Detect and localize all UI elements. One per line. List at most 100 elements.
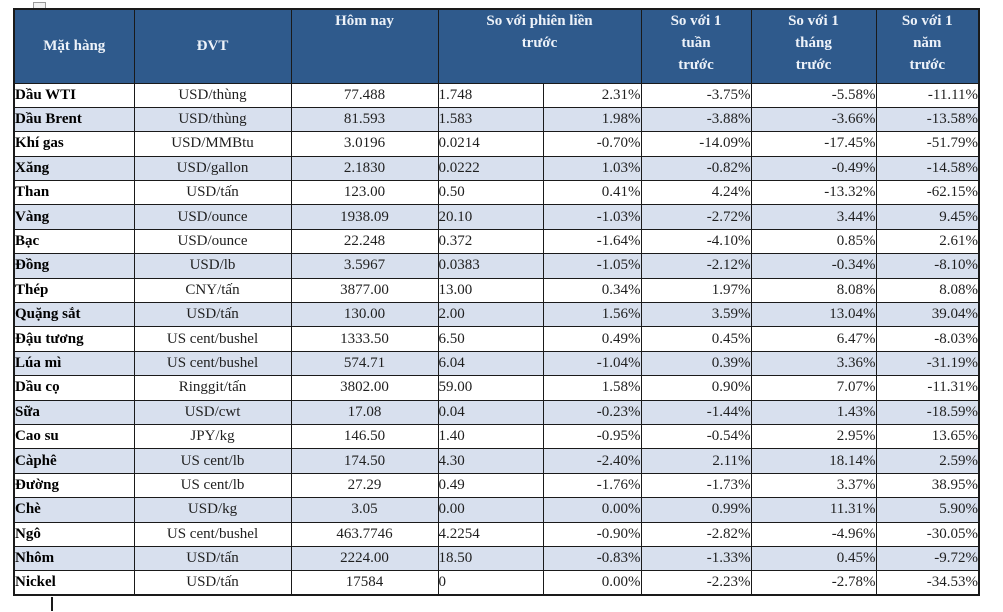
cell-today-price: 174.50 [290,448,439,474]
cell-week-change-pct: 0.45% [640,326,752,352]
table-row: Vàng USD/ounce 1938.09 20.10 -1.03% -2.7… [13,204,980,230]
cell-month-change-pct: -0.49% [750,155,877,182]
cell-year-change-pct: -34.53% [875,570,980,596]
cell-month-change-pct: 3.36% [750,350,877,377]
cell-unit: USD/cwt [133,399,292,425]
cell-month-change-pct: 3.37% [750,472,877,499]
table-row: Đậu tương US cent/bushel 1333.50 6.50 0.… [13,326,980,352]
cell-change-pct: 0.49% [542,326,642,352]
cell-week-change-pct: -3.75% [640,82,752,108]
cell-change-abs: 4.30 [437,448,544,474]
cell-change-abs: 0.0222 [437,155,544,182]
cell-change-pct: 1.98% [542,106,642,133]
cell-unit: USD/ounce [133,204,292,230]
cell-today-price: 22.248 [290,228,439,255]
table-body: Dầu WTI USD/thùng 77.488 1.748 2.31% -3.… [13,82,980,596]
cell-change-abs: 18.50 [437,545,544,572]
cell-year-change-pct: -51.79% [875,131,980,157]
cell-month-change-pct: -0.34% [750,253,877,279]
cell-change-abs: 2.00 [437,302,544,328]
cell-month-change-pct: 11.31% [750,497,877,523]
cell-commodity-name: Dầu cọ [13,375,135,401]
cell-change-abs: 20.10 [437,204,544,230]
cell-year-change-pct: 38.95% [875,472,980,499]
cell-year-change-pct: -13.58% [875,106,980,133]
cell-change-abs: 4.2254 [437,521,544,547]
cell-change-pct: -1.03% [542,204,642,230]
cell-year-change-pct: 2.61% [875,228,980,255]
cell-change-pct: 1.03% [542,155,642,182]
cell-month-change-pct: 0.45% [750,545,877,572]
cell-month-change-pct: -5.58% [750,82,877,108]
cell-unit: USD/kg [133,497,292,523]
cell-unit: USD/tấn [133,302,292,328]
cell-month-change-pct: 8.08% [750,277,877,304]
cell-change-pct: 0.34% [542,277,642,304]
cell-change-abs: 6.04 [437,350,544,377]
cell-today-price: 2224.00 [290,545,439,572]
table-row: Quặng sắt USD/tấn 130.00 2.00 1.56% 3.59… [13,302,980,328]
cell-week-change-pct: -14.09% [640,131,752,157]
cell-change-pct: -0.83% [542,545,642,572]
cell-week-change-pct: -1.73% [640,472,752,499]
cell-change-pct: 2.31% [542,82,642,108]
cell-year-change-pct: 2.59% [875,448,980,474]
cell-change-abs: 0.04 [437,399,544,425]
cell-unit: US cent/bushel [133,326,292,352]
cell-commodity-name: Cao su [13,423,135,450]
cell-today-price: 1333.50 [290,326,439,352]
cell-month-change-pct: -17.45% [750,131,877,157]
cell-today-price: 77.488 [290,82,439,108]
cell-unit: USD/tấn [133,180,292,206]
header-commodity: Mặt hàng [13,8,135,84]
commodity-price-table: Mặt hàng ĐVT Hôm nay So với phiên liền t… [13,8,981,597]
cell-today-price: 463.7746 [290,521,439,547]
cell-unit: US cent/lb [133,472,292,499]
cell-month-change-pct: -13.32% [750,180,877,206]
cell-change-abs: 0.0214 [437,131,544,157]
cell-week-change-pct: -1.33% [640,545,752,572]
cell-change-abs: 13.00 [437,277,544,304]
cell-commodity-name: Than [13,180,135,206]
cell-commodity-name: Dầu Brent [13,106,135,133]
text-cursor [51,597,53,611]
cell-today-price: 3.5967 [290,253,439,279]
table-row: Nickel USD/tấn 17584 0 0.00% -2.23% -2.7… [13,570,980,596]
cell-commodity-name: Vàng [13,204,135,230]
cell-year-change-pct: -11.31% [875,375,980,401]
cell-week-change-pct: -1.44% [640,399,752,425]
cell-commodity-name: Thép [13,277,135,304]
cell-change-abs: 1.583 [437,106,544,133]
cell-week-change-pct: -3.88% [640,106,752,133]
cell-year-change-pct: -18.59% [875,399,980,425]
cell-change-pct: -1.05% [542,253,642,279]
cell-commodity-name: Đường [13,472,135,499]
cell-unit: US cent/lb [133,448,292,474]
cell-change-abs: 6.50 [437,326,544,352]
cell-week-change-pct: -0.82% [640,155,752,182]
header-year: So với 1 năm trước [875,8,980,84]
table-row: Dầu cọ Ringgit/tấn 3802.00 59.00 1.58% 0… [13,375,980,401]
cell-today-price: 1938.09 [290,204,439,230]
cell-today-price: 3.05 [290,497,439,523]
cell-today-price: 3.0196 [290,131,439,157]
header-month: So với 1 tháng trước [750,8,877,84]
cell-change-abs: 0.372 [437,228,544,255]
cell-year-change-pct: 13.65% [875,423,980,450]
cell-commodity-name: Đồng [13,253,135,279]
cell-unit: USD/tấn [133,570,292,596]
cell-unit: USD/thùng [133,82,292,108]
cell-today-price: 146.50 [290,423,439,450]
cell-change-abs: 59.00 [437,375,544,401]
table-row: Lúa mì US cent/bushel 574.71 6.04 -1.04%… [13,350,980,377]
cell-month-change-pct: 13.04% [750,302,877,328]
cell-week-change-pct: 0.99% [640,497,752,523]
cell-change-pct: 0.00% [542,497,642,523]
cell-month-change-pct: 2.95% [750,423,877,450]
cell-change-abs: 1.40 [437,423,544,450]
cell-today-price: 17.08 [290,399,439,425]
cell-today-price: 574.71 [290,350,439,377]
cell-month-change-pct: 18.14% [750,448,877,474]
cell-change-pct: -2.40% [542,448,642,474]
